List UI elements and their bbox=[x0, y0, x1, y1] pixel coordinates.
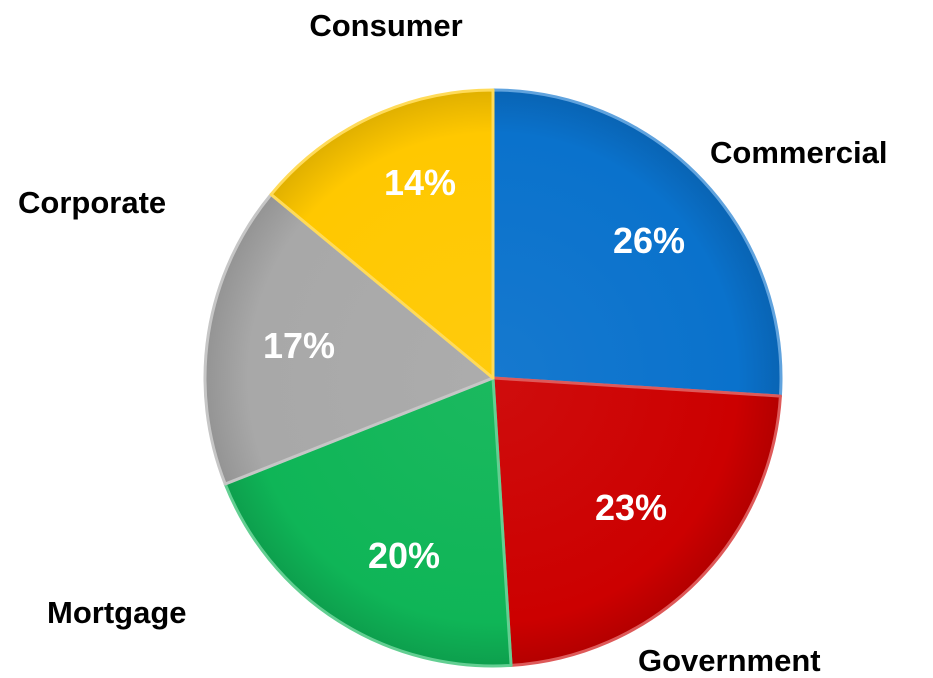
slice-commercial bbox=[491, 88, 783, 398]
percent-label-commercial: 26% bbox=[613, 220, 685, 261]
category-label-government: Government bbox=[638, 643, 821, 678]
category-label-mortgage: Mortgage bbox=[47, 595, 187, 630]
percent-labels: 26% 23% 20% 17% 14% bbox=[263, 162, 685, 576]
slice-corporate bbox=[203, 192, 495, 486]
slice-government bbox=[491, 376, 782, 667]
percent-label-government: 23% bbox=[595, 487, 667, 528]
category-label-corporate: Corporate bbox=[18, 185, 166, 220]
category-label-consumer: Consumer bbox=[309, 8, 462, 43]
pie-slices bbox=[203, 88, 783, 668]
percent-label-corporate: 17% bbox=[263, 325, 335, 366]
slice-mortgage bbox=[223, 376, 513, 668]
category-label-commercial: Commercial bbox=[710, 135, 887, 170]
percent-label-consumer: 14% bbox=[384, 162, 456, 203]
percent-label-mortgage: 20% bbox=[368, 535, 440, 576]
slice-consumer bbox=[269, 88, 495, 380]
category-labels: Commercial Government Mortgage Corporate Con… bbox=[18, 8, 887, 678]
